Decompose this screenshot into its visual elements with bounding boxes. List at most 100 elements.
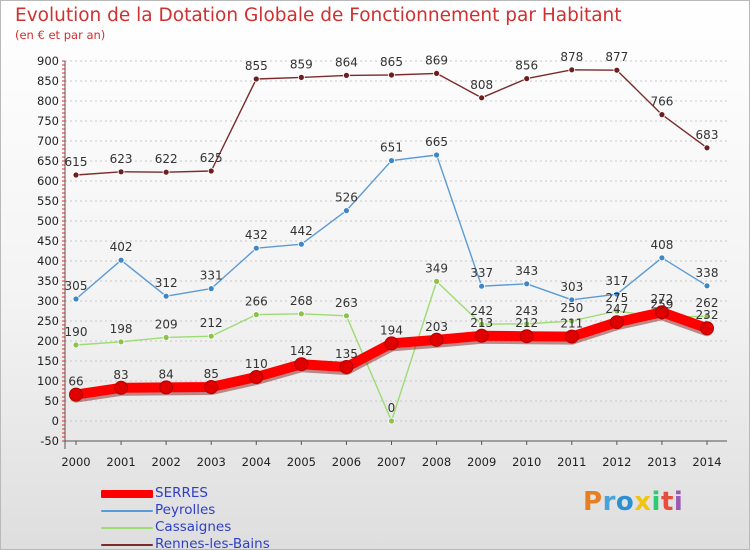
- chart-subtitle: (en € et par an): [15, 28, 106, 42]
- data-label: 84: [159, 367, 174, 381]
- legend-swatch: [101, 510, 153, 512]
- data-label: 263: [335, 296, 358, 310]
- data-point: [339, 360, 354, 374]
- data-label: 317: [605, 274, 628, 288]
- y-tick-label: 500: [37, 214, 59, 228]
- x-tick-label: 2006: [332, 455, 361, 469]
- data-label: 268: [290, 294, 313, 308]
- logo-letter: r: [602, 487, 616, 517]
- data-label: 83: [113, 368, 128, 382]
- data-point: [564, 329, 579, 344]
- x-tick-label: 2008: [422, 455, 451, 469]
- data-point: [703, 144, 711, 152]
- data-label: 142: [290, 344, 313, 358]
- logo-letter: i: [651, 487, 661, 517]
- data-label: 262: [696, 296, 719, 310]
- data-label: 190: [65, 325, 88, 339]
- data-label: 402: [110, 240, 133, 254]
- data-point: [613, 66, 621, 74]
- data-point: [433, 277, 440, 285]
- y-tick-label: 750: [37, 114, 59, 128]
- data-label: 85: [204, 367, 219, 381]
- x-tick-label: 2012: [602, 455, 631, 469]
- data-label: 198: [110, 322, 133, 336]
- data-point: [69, 387, 83, 402]
- y-tick-label: 650: [37, 154, 59, 168]
- data-label: 242: [470, 304, 493, 318]
- data-point: [523, 320, 531, 328]
- data-point: [162, 333, 170, 341]
- data-point: [297, 240, 305, 248]
- data-point: [162, 168, 170, 176]
- y-tick-label: 50: [44, 394, 59, 408]
- data-label: 432: [245, 228, 268, 242]
- data-label: 442: [290, 224, 313, 238]
- legend-swatch: [101, 544, 153, 546]
- data-point: [72, 295, 80, 303]
- data-label: 212: [515, 316, 538, 330]
- data-label: 625: [200, 151, 223, 165]
- x-tick-label: 2007: [377, 455, 406, 469]
- data-label: 651: [380, 141, 403, 155]
- legend-label: Cassaignes: [155, 519, 232, 535]
- data-label: 305: [65, 279, 88, 293]
- data-point: [478, 282, 486, 290]
- data-label: 337: [470, 266, 493, 280]
- chart-legend: SERRES Peyrolles Cassaignes Rennes-les-Bain…: [101, 485, 311, 549]
- data-label: 275: [605, 291, 628, 305]
- data-point: [72, 341, 80, 349]
- y-tick-label: 700: [37, 134, 59, 148]
- data-point: [568, 317, 576, 325]
- data-point: [294, 357, 309, 372]
- data-point: [343, 312, 350, 320]
- x-tick-label: 2004: [242, 455, 271, 469]
- data-point: [207, 332, 215, 340]
- chart-title: Evolution de la Dotation Globale de Fonc…: [15, 5, 622, 26]
- data-point: [700, 321, 714, 336]
- x-tick-label: 2014: [692, 455, 721, 469]
- data-point: [388, 157, 395, 165]
- logo-letter: P: [583, 487, 603, 517]
- y-tick-label: 800: [37, 94, 59, 108]
- y-tick-label: 100: [37, 374, 59, 388]
- data-point: [474, 328, 489, 343]
- data-label: 808: [470, 78, 493, 92]
- data-label: 622: [155, 152, 178, 166]
- y-tick-label: 250: [37, 314, 59, 328]
- legend-item: SERRES: [101, 485, 311, 502]
- data-point: [252, 311, 260, 319]
- data-point: [297, 74, 305, 81]
- data-label: 135: [335, 347, 358, 361]
- data-label: 865: [380, 55, 403, 69]
- data-point: [384, 336, 399, 351]
- y-tick-label: -50: [40, 434, 59, 448]
- data-point: [478, 320, 486, 328]
- data-point: [703, 312, 711, 320]
- data-label: 343: [515, 264, 538, 278]
- legend-label: SERRES: [155, 485, 208, 501]
- data-label: 250: [560, 301, 583, 315]
- data-label: 855: [245, 59, 268, 73]
- data-point: [568, 296, 576, 304]
- data-label: 338: [696, 266, 719, 280]
- data-point: [117, 338, 125, 346]
- data-label: 259: [650, 297, 673, 311]
- data-point: [523, 75, 531, 82]
- data-point: [523, 280, 531, 288]
- y-tick-label: 350: [37, 274, 59, 288]
- x-tick-label: 2009: [467, 455, 496, 469]
- data-label: 869: [425, 53, 448, 67]
- data-point: [117, 256, 125, 264]
- data-label: 312: [155, 276, 178, 290]
- data-point: [388, 417, 395, 425]
- data-label: 209: [155, 317, 178, 331]
- x-tick-label: 2005: [287, 455, 316, 469]
- x-tick-label: 2001: [106, 455, 135, 469]
- logo-letter: x: [634, 487, 652, 517]
- y-tick-label: 300: [37, 294, 59, 308]
- legend-swatch: [101, 527, 153, 529]
- data-label: 243: [515, 304, 538, 318]
- data-label: 266: [245, 295, 268, 309]
- data-label: 211: [560, 317, 583, 331]
